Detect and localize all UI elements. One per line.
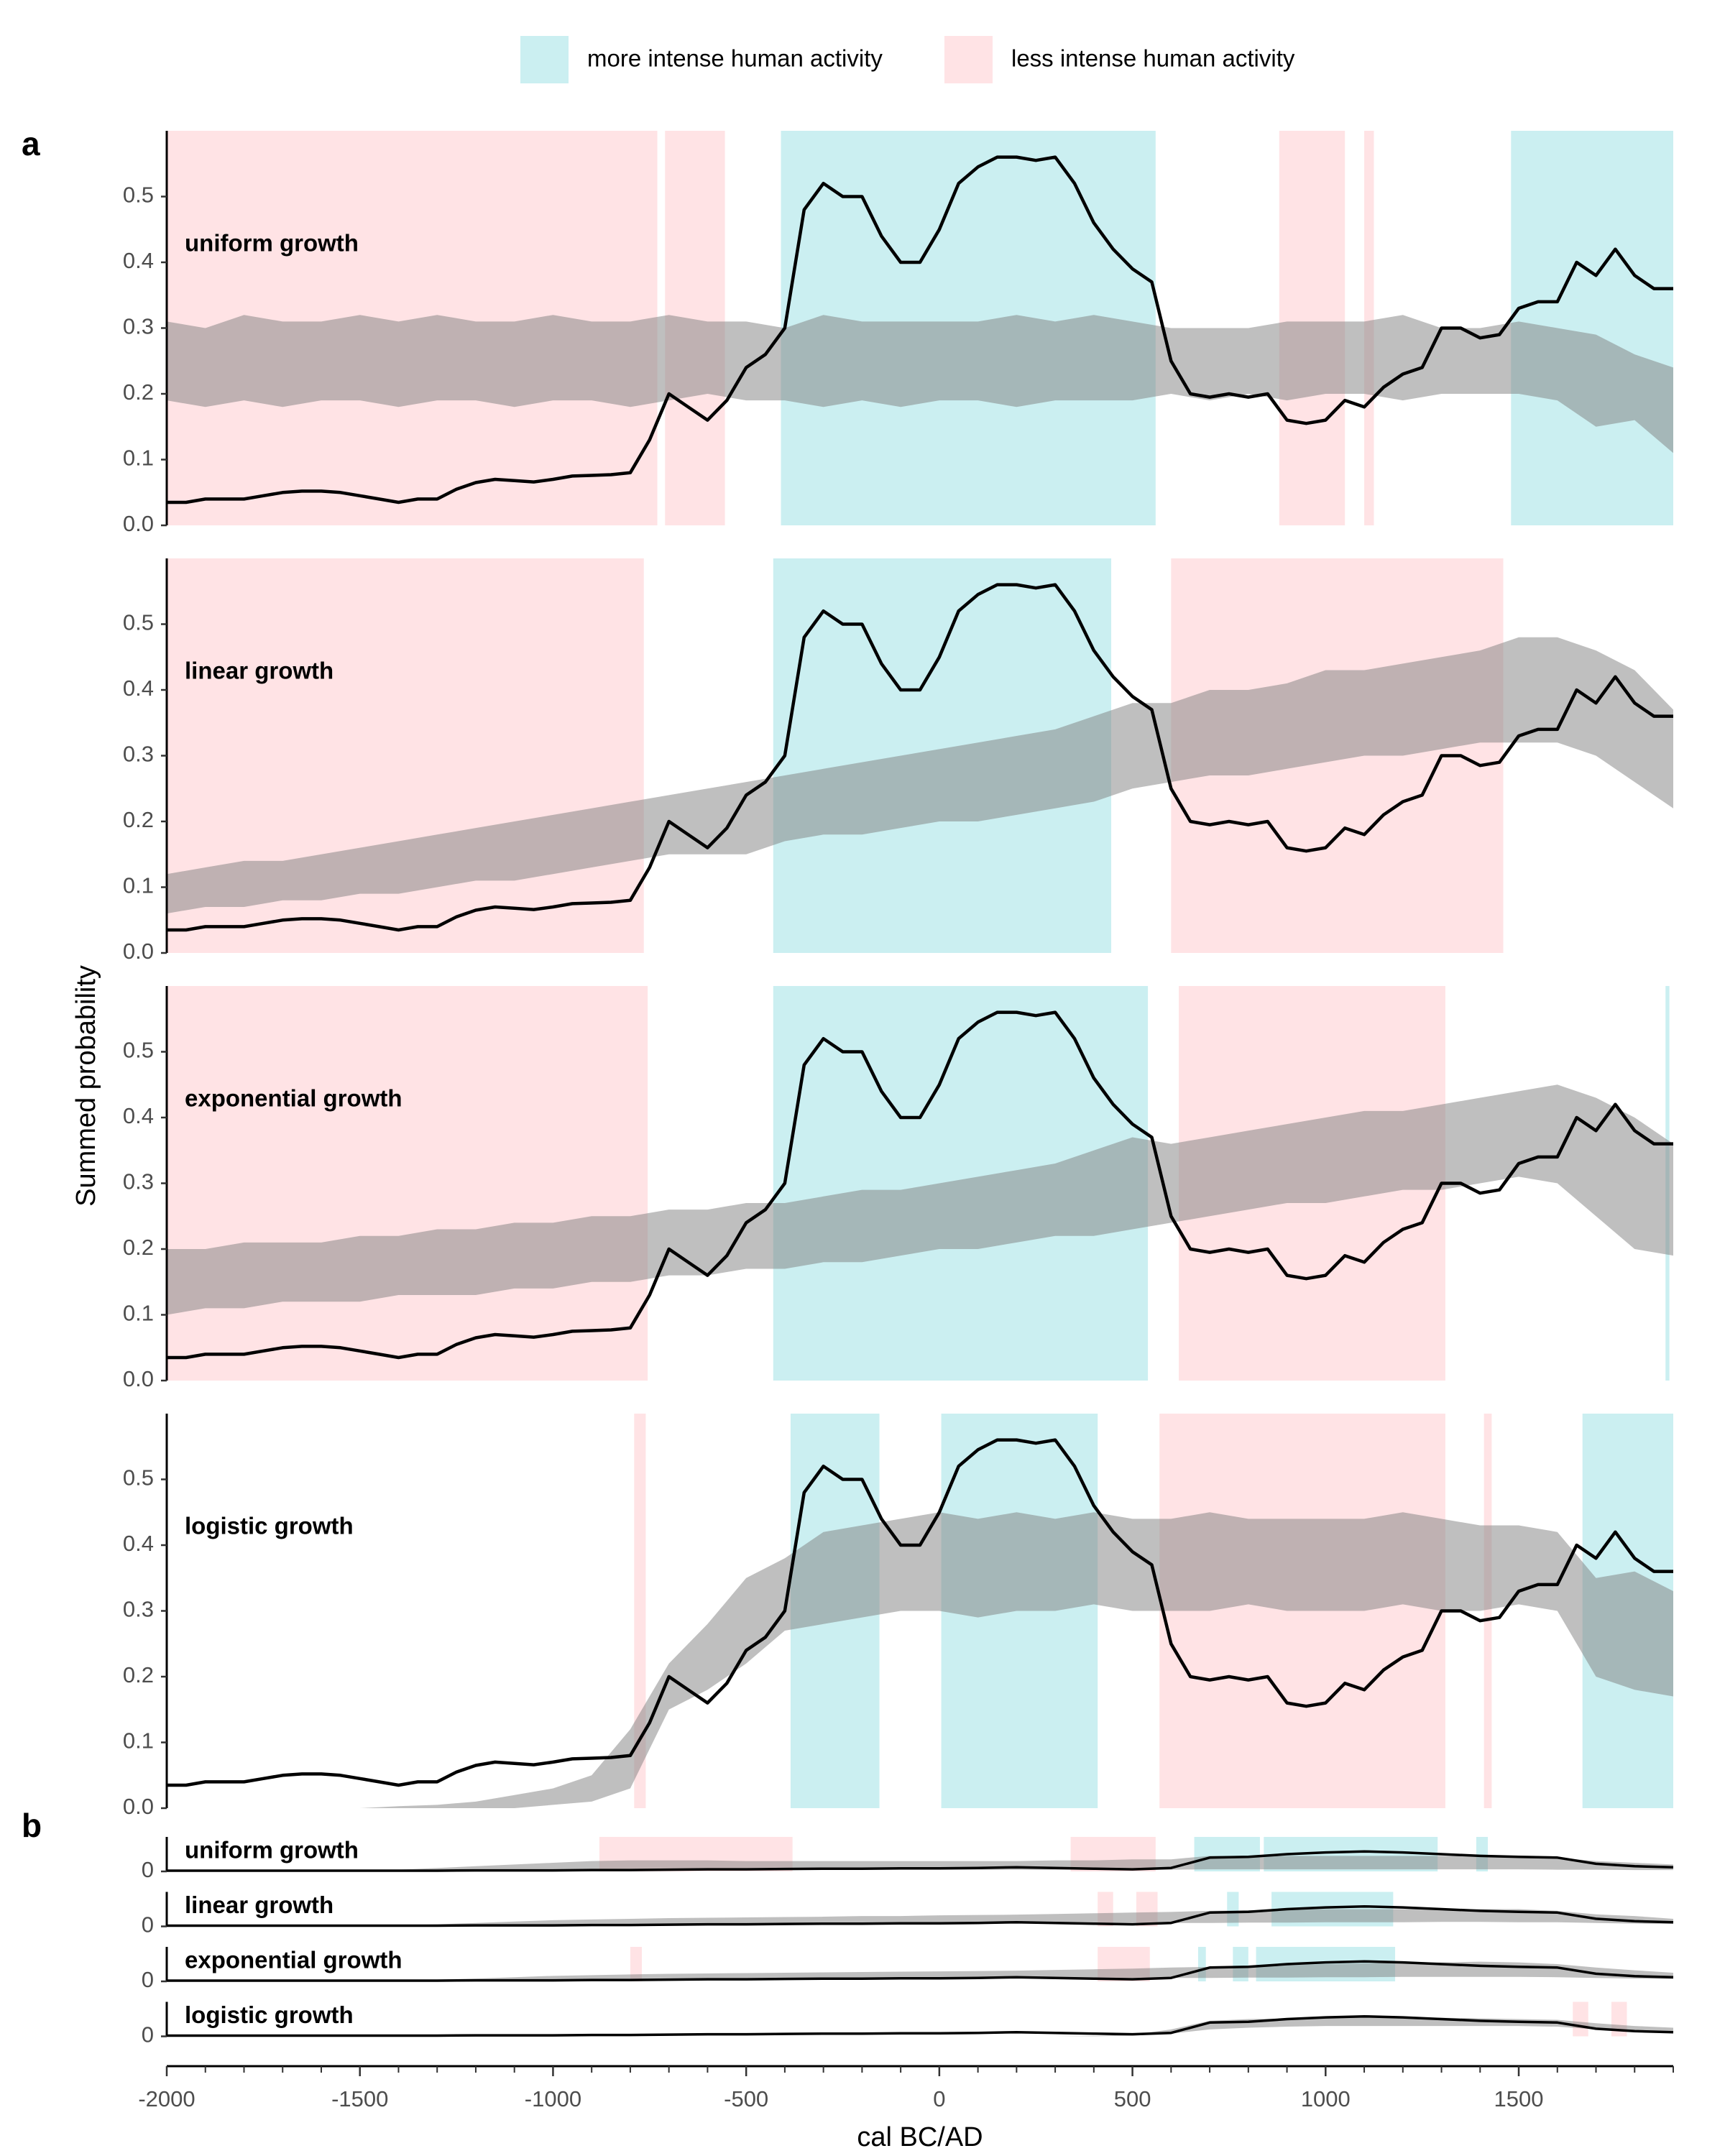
y-tick-label: 0.5: [123, 183, 154, 208]
row: 0 exponential growth: [142, 1947, 1674, 1992]
y-tick-label: 0: [142, 2022, 154, 2047]
y-tick-label: 0.3: [123, 1169, 154, 1194]
row-title: logistic growth: [185, 2001, 354, 2028]
activity-interval: [630, 1947, 643, 1981]
y-tick-label: 0: [142, 1967, 154, 1992]
spd-line: [167, 1960, 1674, 1982]
spd-line: [167, 1904, 1674, 1927]
y-tick-label: 0.3: [123, 742, 154, 767]
y-tick-label: 0.0: [123, 511, 154, 536]
row-title: linear growth: [185, 658, 334, 684]
x-tick-label: -500: [724, 2086, 768, 2111]
row-title: uniform growth: [185, 1837, 359, 1864]
row-title: uniform growth: [185, 230, 359, 257]
spd-line: [167, 2014, 1674, 2037]
x-tick-label: -1000: [525, 2086, 581, 2111]
null-model-envelope: [167, 1856, 1673, 1871]
y-tick-label: 0.3: [123, 314, 154, 339]
activity-interval: [1484, 1414, 1492, 1808]
y-tick-label: 0.0: [123, 1794, 154, 1819]
y-tick-label: 0.4: [123, 676, 154, 701]
y-tick-label: 0.4: [123, 1531, 154, 1556]
x-tick-label: -2000: [138, 2086, 195, 2111]
y-tick-label: 0.5: [123, 610, 154, 635]
y-tick-label: 0.1: [123, 1728, 154, 1754]
spd-line: [167, 1850, 1674, 1872]
row: 0.0 0.1 0.2 0.3 0.4 0.5 uniform growth: [123, 131, 1673, 536]
y-tick-label: 0.5: [123, 1038, 154, 1063]
x-axis-label: cal BC/AD: [857, 2122, 983, 2152]
row: 0 linear growth: [142, 1892, 1674, 1938]
null-model-envelope: [167, 2017, 1673, 2037]
legend-swatch: [944, 36, 993, 83]
spd-line: [167, 155, 1673, 505]
null-model-envelope: [167, 1909, 1673, 1927]
x-tick-label: -1500: [331, 2086, 388, 2111]
row: 0.0 0.1 0.2 0.3 0.4 0.5 linear growth: [123, 558, 1673, 964]
y-tick-label: 0.2: [123, 807, 154, 832]
row: 0.0 0.1 0.2 0.3 0.4 0.5 exponential growth: [123, 986, 1673, 1391]
y-tick-label: 0.2: [123, 1235, 154, 1260]
row: 0.0 0.1 0.2 0.3 0.4 0.5 logistic growth: [123, 1414, 1673, 1819]
y-tick-label: 0.2: [123, 1662, 154, 1687]
row-title: exponential growth: [185, 1947, 402, 1973]
null-model-envelope: [167, 637, 1673, 914]
row-title: logistic growth: [185, 1513, 354, 1539]
y-tick-label: 0.3: [123, 1597, 154, 1622]
y-axis-label: Summed probability: [71, 965, 101, 1207]
spd-line: [167, 583, 1673, 932]
null-model-envelope: [167, 1084, 1673, 1315]
x-tick-label: 1000: [1301, 2086, 1351, 2111]
y-tick-label: 0.2: [123, 379, 154, 405]
y-tick-label: 0.1: [123, 1301, 154, 1326]
spd-line: [167, 1010, 1673, 1360]
x-tick-label: 1500: [1494, 2086, 1544, 2111]
panel-label: b: [22, 1807, 42, 1844]
x-tick-label: 0: [933, 2086, 945, 2111]
y-tick-label: 0.1: [123, 446, 154, 471]
y-tick-label: 0.0: [123, 1366, 154, 1391]
x-tick-label: 500: [1114, 2086, 1151, 2111]
panel-label: a: [22, 125, 40, 162]
activity-interval: [1573, 2001, 1588, 2037]
legend-label: less intense human activity: [1011, 45, 1295, 72]
spd-line: [167, 1438, 1673, 1787]
y-tick-label: 0: [142, 1912, 154, 1938]
row-title: linear growth: [185, 1892, 334, 1918]
null-model-envelope: [167, 315, 1673, 453]
y-tick-label: 0: [142, 1857, 154, 1882]
row-title: exponential growth: [185, 1085, 402, 1112]
y-tick-label: 0.0: [123, 939, 154, 964]
row: 0 uniform growth: [142, 1837, 1674, 1882]
y-tick-label: 0.1: [123, 873, 154, 898]
y-tick-label: 0.4: [123, 1103, 154, 1128]
activity-interval: [1197, 1947, 1206, 1981]
y-tick-label: 0.5: [123, 1465, 154, 1491]
legend-swatch: [520, 36, 569, 83]
activity-interval: [167, 986, 648, 1381]
y-tick-label: 0.4: [123, 248, 154, 273]
null-model-envelope: [167, 1512, 1673, 1808]
null-model-envelope: [167, 1961, 1673, 1981]
legend-label: more intense human activity: [587, 45, 883, 72]
row: 0 logistic growth: [142, 2001, 1674, 2047]
